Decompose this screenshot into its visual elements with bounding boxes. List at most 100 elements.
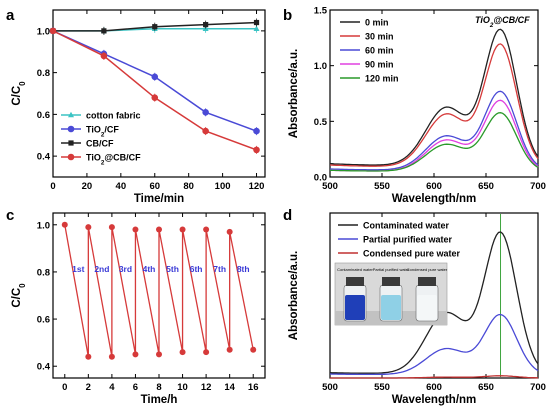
panel-d-legend-label: Contaminated water	[363, 221, 450, 231]
panel-c-xtick-label: 8	[156, 382, 161, 393]
panel-b-spectrum	[329, 43, 539, 167]
panel-d-xtick-label: 600	[426, 382, 442, 393]
panel-c-cycle-label: 2nd	[94, 264, 109, 274]
panel-c-point	[132, 226, 139, 233]
panel-d-xtick-label: 700	[530, 382, 546, 393]
panel-b-legend-label: 90 min	[365, 60, 394, 70]
panel-a-legend-label: CB/CF	[86, 139, 114, 149]
panel-a-ytick-label: 0.8	[37, 68, 50, 79]
panel-b-xlabel: Wavelength/nm	[392, 193, 477, 205]
panel-a-legend-marker	[67, 153, 75, 161]
chart-panel-d: 500 550 600 650 700 Wavelength/nm Absorbance/a…	[288, 212, 546, 406]
panel-c-xtick-label: 10	[177, 382, 188, 393]
panel-b-annotation-sub: 2	[489, 22, 494, 29]
panel-a-xtick-label: 80	[183, 181, 194, 192]
panel-c-ylabel-base: C/C	[11, 288, 23, 308]
panel-b-xtick-label: 700	[530, 181, 546, 192]
panel-c-cycle-label: 6th	[190, 264, 203, 274]
panel-a-xtick-label: 100	[215, 181, 231, 192]
panel-b-annotation-tail: @CB/CF	[493, 15, 530, 25]
panel-a-point	[152, 24, 158, 30]
panel-c-xtick-label: 6	[133, 382, 138, 393]
panel-c-point	[108, 353, 115, 360]
chart-panel-a: 0 20 40 60 80 100 1200.40.60.81.0Time/minC/C0c…	[11, 9, 266, 205]
panel-b-legend-label: 60 min	[365, 46, 394, 56]
panel-c-point	[156, 351, 162, 358]
panel-d-spectrum	[330, 375, 538, 379]
panel-a-frame	[52, 9, 266, 178]
panel-a-xtick-label: 60	[149, 181, 160, 192]
panel-a-legend-label-tail: @CB/CF	[104, 153, 141, 163]
panel-b-xtick-label: 600	[426, 181, 442, 192]
panel-b-xtick-label: 500	[322, 181, 338, 192]
panel-d-vial-cap	[418, 277, 436, 286]
panel-a-point	[202, 108, 209, 116]
panel-c-letter: c	[6, 207, 14, 224]
panel-d-ylabel: Absorbance/a.u.	[288, 251, 300, 340]
panel-b-spectrum	[330, 90, 539, 171]
panel-b-ylabel: Absorbance/a.u.	[288, 49, 300, 138]
panel-a-ylabel-base: C/C	[11, 86, 23, 106]
panel-d-vial-liquid	[345, 295, 365, 320]
panel-c-ytick-label: 1.0	[37, 220, 50, 231]
panel-c-xtick-label: 16	[248, 382, 259, 393]
panel-a-ytick-label: 0.6	[37, 110, 50, 121]
panel-a-legend-label: cotton fabric	[86, 111, 141, 121]
panel-c-cycle-label: 7th	[213, 264, 226, 274]
panel-a-point	[253, 127, 260, 135]
panel-a-legend-label-base: TiO	[86, 153, 101, 163]
panel-c-cycle-label: 1st	[72, 264, 84, 274]
panel-a-point	[203, 22, 209, 28]
panel-c-ytick-label: 0.4	[37, 362, 51, 373]
panel-c-ylabel: C/C0	[11, 283, 27, 308]
panel-a-ylabel-sub: 0	[18, 81, 27, 86]
panel-b-ytick-label: 0.5	[314, 117, 328, 128]
panel-a-legend-marker	[68, 111, 74, 118]
panel-d-inset-label: Partial purified water	[373, 267, 410, 272]
panel-d-legend-label: Partial purified water	[363, 235, 453, 245]
panel-d-vial-liquid	[417, 295, 437, 320]
panel-b-legend-label: 0 min	[365, 18, 389, 28]
panel-c-xtick-label: 14	[224, 382, 235, 393]
panel-b-spectrum	[329, 112, 539, 172]
panel-a-xtick-label: 0	[50, 181, 55, 192]
panel-a-series-line	[52, 30, 257, 151]
panel-c-xtick-label: 2	[86, 382, 91, 393]
panel-a-legend-label-tail: /CF	[104, 125, 119, 135]
panel-a-ytick-label: 1.0	[37, 26, 50, 37]
panel-a-legend-label: TiO2/CF	[86, 125, 119, 139]
panel-d-inset-label: Condensed pure water	[407, 267, 448, 272]
panel-b-xtick-label: 550	[374, 181, 390, 192]
panel-c-point	[179, 226, 186, 233]
panel-a-legend-label-sub: 2	[101, 131, 105, 138]
panel-d-spectrum	[329, 313, 539, 376]
panel-a-point	[49, 27, 57, 35]
panel-b-xtick-label: 650	[478, 181, 494, 192]
panel-a-ylabel: C/C0	[11, 81, 27, 106]
panel-c-point	[179, 349, 186, 356]
panel-a-legend-marker	[67, 125, 75, 133]
panel-a-point	[202, 127, 209, 135]
panel-c-cycle-label: 4th	[143, 264, 156, 274]
panel-d-xtick-label: 500	[322, 382, 338, 393]
panel-d-vial-cap	[382, 277, 400, 286]
panel-b-ytick-label: 0.0	[314, 173, 327, 184]
panel-c-cycle-label: 3rd	[119, 264, 132, 274]
panel-a-ytick-label: 0.4	[37, 152, 51, 163]
panel-c-point	[132, 351, 139, 358]
panel-b-ytick-label: 1.5	[314, 6, 328, 17]
panel-a-point	[100, 52, 108, 60]
panel-d-xlabel: Wavelength/nm	[392, 394, 477, 406]
panel-c-xtick-label: 0	[62, 382, 67, 393]
panel-c-point	[203, 349, 210, 356]
panel-a-xtick-label: 20	[82, 181, 93, 192]
panel-c-point	[61, 221, 68, 228]
panel-a-letter: a	[6, 7, 15, 24]
chart-panel-b: 500 550 600 650 700 0.0 0.5 1.0 1.5 Wavelength/nm…	[288, 6, 546, 206]
panel-c-xtick-label: 4	[109, 382, 115, 393]
panel-c-point	[85, 353, 92, 360]
panel-c-xtick-label: 12	[201, 382, 212, 393]
panel-c-point	[85, 224, 92, 231]
